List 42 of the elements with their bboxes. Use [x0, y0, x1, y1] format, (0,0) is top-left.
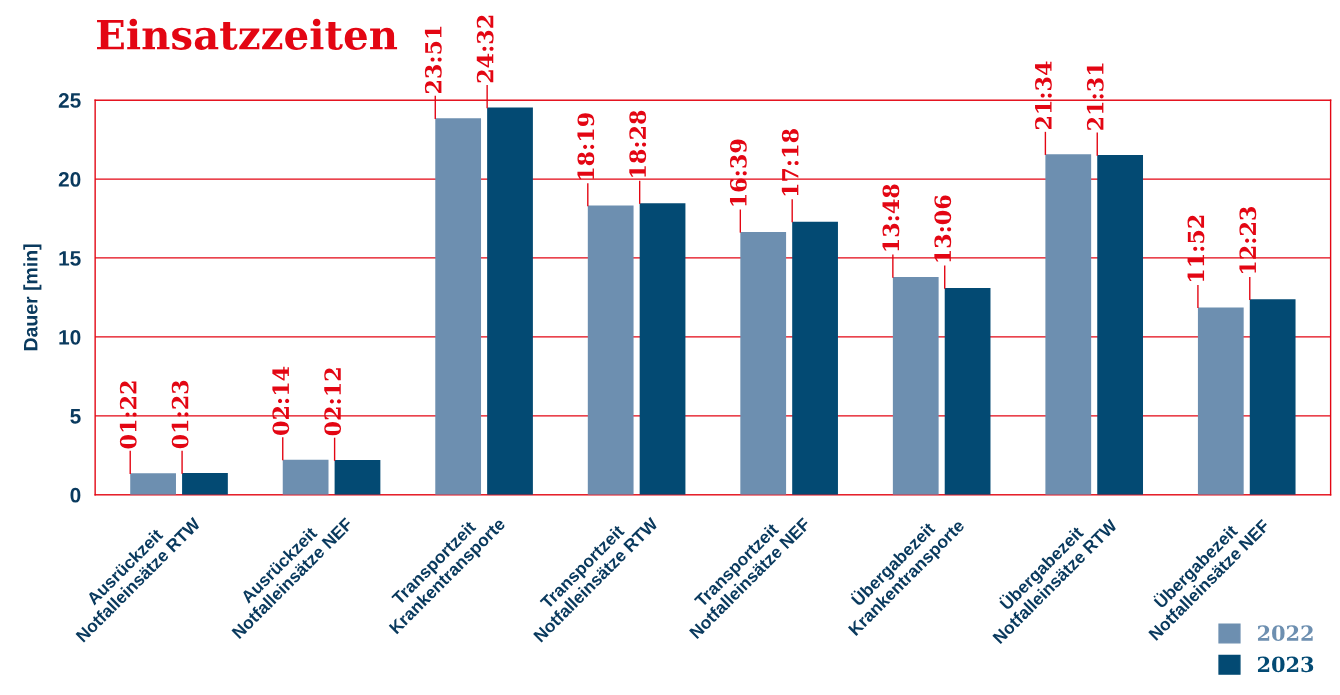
- y-tick-label: 5: [70, 409, 81, 424]
- legend-label: 2022: [1257, 625, 1313, 642]
- legend-label: 2023: [1257, 656, 1314, 673]
- data-label: 01:22: [119, 381, 137, 449]
- data-label: 02:14: [272, 366, 290, 435]
- data-label: 18:19: [577, 113, 595, 180]
- bar: [1097, 155, 1144, 495]
- bar: [944, 287, 991, 495]
- bar: [282, 459, 329, 495]
- y-tick-label: 20: [58, 172, 81, 187]
- bar: [1045, 154, 1092, 495]
- data-label: 23:51: [424, 26, 442, 94]
- y-tick-label: 15: [59, 251, 81, 266]
- bar: [334, 460, 381, 495]
- data-label: 13:06: [934, 195, 952, 262]
- bar: [792, 221, 838, 495]
- chart-title: Einsatzzeiten: [97, 18, 398, 50]
- bar: [130, 473, 176, 495]
- bar: [1197, 307, 1244, 495]
- bar: [892, 276, 939, 495]
- data-label: 01:23: [171, 380, 189, 449]
- data-label: 13:48: [882, 184, 900, 251]
- data-label: 18:28: [629, 110, 647, 177]
- data-label: 02:12: [324, 368, 342, 436]
- data-label: 17:18: [781, 129, 799, 196]
- bar: [182, 473, 228, 495]
- y-tick-label: 0: [70, 487, 81, 503]
- bar: [1249, 299, 1296, 495]
- bar: [487, 107, 533, 495]
- data-label: 11:52: [1187, 215, 1205, 282]
- y-tick-label: 25: [58, 93, 81, 108]
- bar: [639, 203, 686, 495]
- bar: [587, 205, 634, 495]
- bar: [740, 231, 787, 495]
- data-label: 21:34: [1035, 61, 1052, 130]
- data-label: 12:23: [1239, 207, 1257, 273]
- data-label: 24:32: [476, 15, 494, 83]
- y-axis-title: Dauer [min]: [23, 244, 42, 351]
- y-tick-label: 10: [59, 329, 81, 345]
- data-label: 16:39: [729, 139, 747, 206]
- data-label: 21:31: [1086, 63, 1104, 130]
- bar: [435, 118, 482, 495]
